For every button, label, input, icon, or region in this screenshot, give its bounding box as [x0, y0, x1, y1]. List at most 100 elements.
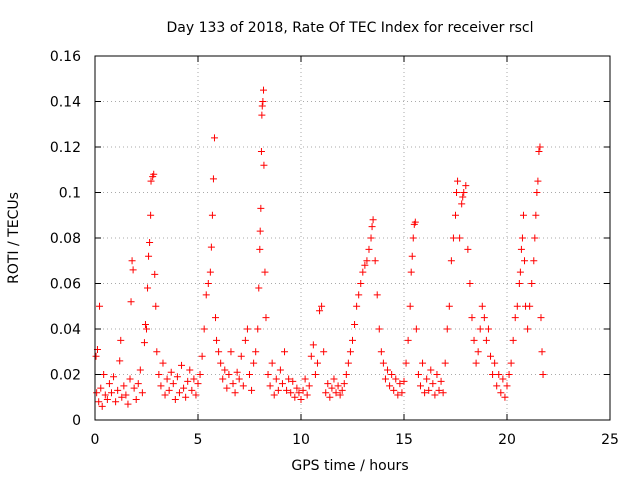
data-point: [225, 371, 233, 378]
data-point: [256, 245, 264, 253]
data-point: [208, 211, 216, 219]
data-point: [369, 216, 377, 224]
data-point: [127, 298, 135, 306]
data-point: [167, 368, 175, 376]
data-point: [468, 314, 476, 322]
data-point: [361, 261, 369, 269]
data-point: [538, 348, 546, 356]
data-point: [285, 375, 293, 383]
data-point: [464, 245, 472, 253]
data-point: [449, 234, 457, 242]
data-point: [532, 211, 540, 219]
data-point: [118, 393, 126, 401]
data-point: [145, 252, 153, 260]
data-point: [351, 320, 359, 328]
data-point: [98, 402, 106, 410]
data-point: [190, 375, 198, 383]
y-tick-label: 0.08: [50, 231, 81, 247]
data-point: [134, 380, 142, 388]
data-point: [301, 375, 309, 383]
data-point: [246, 371, 253, 378]
data-point: [326, 393, 334, 401]
data-point: [452, 211, 459, 219]
data-point: [365, 245, 373, 253]
data-point: [291, 393, 299, 401]
data-point: [537, 314, 545, 322]
data-point: [147, 211, 155, 219]
data-point: [126, 375, 134, 383]
data-point: [505, 371, 513, 378]
data-point: [252, 348, 260, 356]
data-point: [539, 371, 547, 378]
data-point: [212, 314, 220, 322]
data-point: [297, 396, 305, 404]
data-point: [318, 302, 326, 310]
data-point: [480, 314, 488, 322]
data-point: [484, 325, 492, 333]
data-point: [355, 291, 363, 299]
data-point: [209, 175, 217, 183]
data-point: [433, 371, 441, 378]
data-point: [150, 170, 158, 178]
data-point: [217, 359, 225, 367]
data-point: [194, 380, 202, 388]
data-point: [435, 386, 443, 394]
data-point: [371, 257, 379, 265]
data-point: [173, 373, 181, 381]
data-point: [221, 366, 229, 374]
data-point: [257, 148, 265, 156]
data-point: [93, 389, 101, 397]
data-point: [419, 359, 427, 367]
data-point: [132, 396, 140, 404]
data-point: [264, 371, 272, 378]
data-point: [257, 204, 265, 212]
y-tick-label: 0.04: [50, 322, 81, 338]
data-point: [138, 389, 146, 397]
data-point: [533, 189, 541, 196]
data-point: [233, 368, 241, 376]
x-tick-label: 15: [395, 432, 413, 448]
data-point: [305, 382, 313, 390]
data-point: [250, 359, 258, 367]
y-axis-title: ROTI / TECUs: [6, 192, 22, 284]
data-point: [519, 211, 527, 219]
y-tick-label: 0.16: [50, 49, 81, 65]
data-point: [368, 223, 376, 231]
data-point: [462, 182, 470, 190]
data-point: [287, 389, 295, 397]
data-point: [260, 161, 268, 169]
data-point: [268, 359, 276, 367]
data-point: [122, 391, 130, 399]
data-point: [518, 234, 526, 242]
x-tick-label: 25: [601, 432, 619, 448]
data-point: [107, 389, 115, 397]
data-point: [129, 266, 137, 274]
data-point: [377, 348, 385, 356]
data-point: [476, 325, 484, 333]
data-point: [278, 380, 286, 388]
data-point: [328, 384, 336, 392]
x-tick-label: 20: [498, 432, 516, 448]
data-point: [332, 389, 340, 397]
data-point: [458, 200, 466, 208]
data-point: [184, 377, 192, 385]
data-point: [459, 193, 467, 201]
data-point: [116, 357, 124, 365]
data-point: [281, 348, 289, 356]
data-point: [487, 352, 495, 360]
data-point: [388, 371, 396, 378]
data-point: [144, 284, 152, 292]
data-point: [175, 389, 183, 397]
x-tick-label: 5: [194, 432, 203, 448]
data-point: [117, 336, 125, 344]
data-point: [359, 268, 367, 276]
data-point: [406, 302, 414, 310]
data-point: [482, 336, 490, 344]
data-point: [303, 391, 311, 399]
data-point: [114, 386, 122, 394]
data-point: [363, 257, 371, 265]
data-point: [478, 302, 486, 310]
data-point: [153, 348, 161, 356]
data-point: [254, 325, 262, 333]
